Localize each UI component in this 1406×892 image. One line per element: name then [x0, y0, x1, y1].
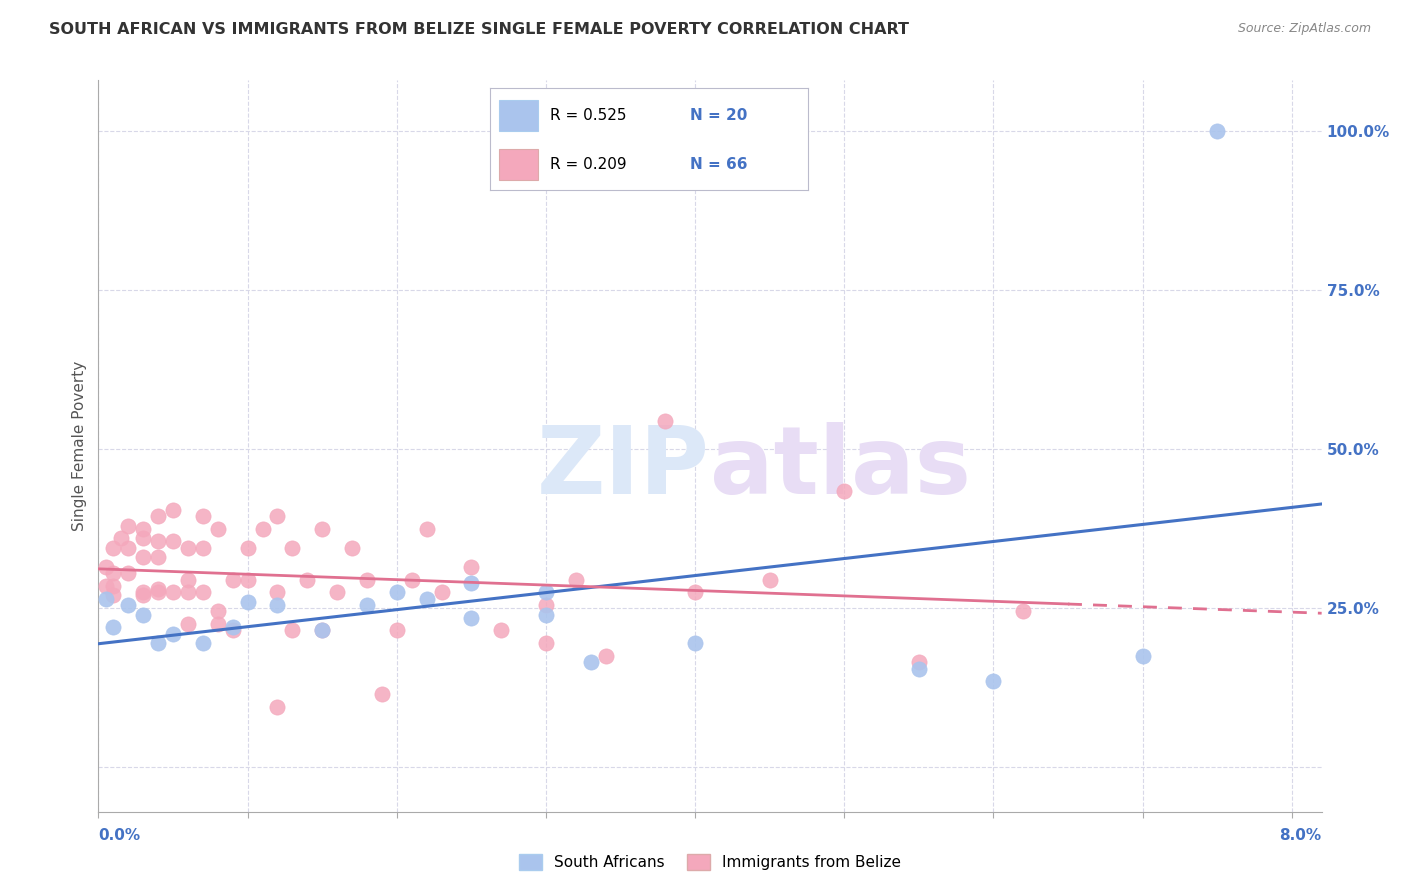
Point — [132, 522, 155, 536]
Point — [117, 598, 139, 612]
Point — [534, 598, 557, 612]
Point — [266, 508, 288, 523]
Y-axis label: Single Female Poverty: Single Female Poverty — [72, 361, 87, 531]
Point — [297, 573, 319, 587]
Point — [311, 522, 333, 536]
Point — [117, 541, 139, 555]
Point — [94, 591, 117, 606]
Point — [146, 582, 169, 596]
Point — [430, 585, 453, 599]
Point — [1206, 124, 1229, 138]
Point — [356, 598, 378, 612]
Point — [191, 541, 214, 555]
Point — [110, 531, 132, 545]
Point — [356, 573, 378, 587]
Text: ZIP: ZIP — [537, 422, 710, 514]
Point — [162, 585, 184, 599]
Point — [266, 699, 288, 714]
Text: 8.0%: 8.0% — [1279, 828, 1322, 843]
Point — [177, 585, 200, 599]
Point — [908, 662, 931, 676]
Point — [146, 534, 169, 549]
Point — [191, 508, 214, 523]
Point — [1132, 648, 1154, 663]
Point — [371, 687, 394, 701]
Text: atlas: atlas — [710, 422, 972, 514]
Point — [191, 636, 214, 650]
Point — [162, 502, 184, 516]
Point — [191, 585, 214, 599]
Point — [983, 674, 1005, 689]
Point — [103, 579, 125, 593]
Point — [162, 534, 184, 549]
Point — [236, 595, 259, 609]
Point — [489, 624, 512, 638]
Point — [758, 573, 780, 587]
Point — [103, 589, 125, 603]
Point — [132, 531, 155, 545]
Point — [146, 550, 169, 565]
Point — [117, 518, 139, 533]
Point — [401, 573, 423, 587]
Point — [385, 585, 408, 599]
Point — [221, 620, 243, 634]
Point — [146, 508, 169, 523]
Point — [654, 413, 676, 427]
Point — [236, 541, 259, 555]
Text: SOUTH AFRICAN VS IMMIGRANTS FROM BELIZE SINGLE FEMALE POVERTY CORRELATION CHART: SOUTH AFRICAN VS IMMIGRANTS FROM BELIZE … — [49, 22, 910, 37]
Point — [340, 541, 363, 555]
Point — [266, 598, 288, 612]
Point — [94, 579, 117, 593]
Point — [103, 566, 125, 581]
Point — [117, 566, 139, 581]
Point — [146, 636, 169, 650]
Point — [103, 620, 125, 634]
Point — [177, 541, 200, 555]
Point — [221, 624, 243, 638]
Point — [683, 585, 706, 599]
Point — [236, 573, 259, 587]
Legend: South Africans, Immigrants from Belize: South Africans, Immigrants from Belize — [519, 854, 901, 870]
Point — [832, 483, 855, 498]
Point — [460, 559, 482, 574]
Point — [565, 573, 588, 587]
Point — [326, 585, 349, 599]
Text: Source: ZipAtlas.com: Source: ZipAtlas.com — [1237, 22, 1371, 36]
Point — [177, 573, 200, 587]
Point — [311, 624, 333, 638]
Point — [132, 607, 155, 622]
Point — [162, 626, 184, 640]
Point — [266, 585, 288, 599]
Point — [132, 550, 155, 565]
Point — [534, 607, 557, 622]
Point — [94, 559, 117, 574]
Point — [207, 604, 229, 618]
Text: 0.0%: 0.0% — [98, 828, 141, 843]
Point — [385, 624, 408, 638]
Point — [146, 585, 169, 599]
Point — [460, 611, 482, 625]
Point — [177, 617, 200, 632]
Point — [908, 655, 931, 669]
Point — [1012, 604, 1035, 618]
Point — [460, 575, 482, 590]
Point — [252, 522, 274, 536]
Point — [579, 655, 602, 669]
Point — [534, 636, 557, 650]
Point — [311, 624, 333, 638]
Point — [415, 522, 437, 536]
Point — [132, 589, 155, 603]
Point — [534, 585, 557, 599]
Point — [207, 522, 229, 536]
Point — [103, 541, 125, 555]
Point — [683, 636, 706, 650]
Point — [595, 648, 617, 663]
Point — [132, 585, 155, 599]
Point — [281, 624, 304, 638]
Point — [221, 573, 243, 587]
Point — [415, 591, 437, 606]
Point — [281, 541, 304, 555]
Point — [207, 617, 229, 632]
